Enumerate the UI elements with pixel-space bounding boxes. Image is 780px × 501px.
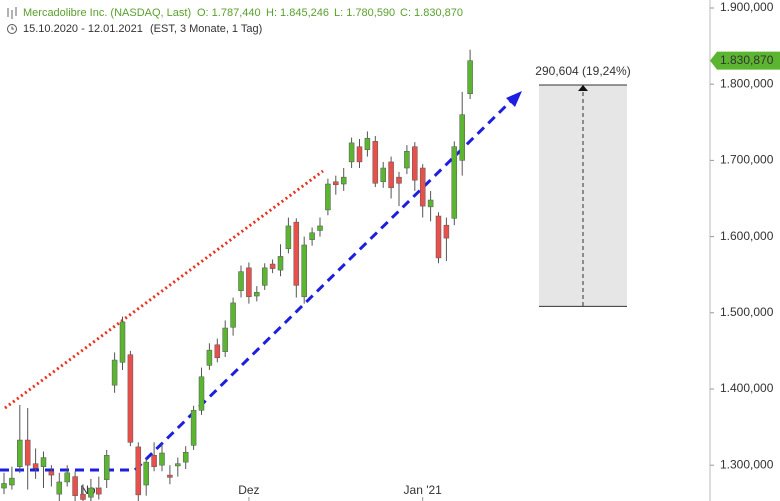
candle-body: [396, 176, 402, 184]
candle-body: [238, 271, 244, 291]
candle-body: [151, 455, 157, 467]
measure-box: [539, 84, 627, 307]
candle-body: [48, 471, 55, 476]
candle-body: [333, 181, 339, 186]
candle-body: [435, 215, 442, 259]
candle-body: [182, 451, 189, 463]
clock-hands: [11, 26, 14, 30]
candle-body: [32, 463, 39, 469]
measure-arrow: [578, 84, 588, 91]
y-tick-label: 1.300,000: [720, 457, 774, 471]
candle-body: [198, 376, 205, 411]
measure-label: 290,604 (19,24%): [535, 64, 630, 78]
candle-body: [419, 167, 426, 207]
quote-close: C: 1.830,870: [400, 7, 463, 19]
candle-body: [340, 176, 347, 185]
candle-body: [88, 487, 94, 498]
quote-open: O: 1.787,440: [197, 7, 261, 19]
candle-body: [269, 263, 276, 269]
candle-body: [96, 487, 102, 495]
y-tick-label: 1.800,000: [720, 76, 774, 90]
quote-high: H: 1.845,246: [266, 7, 329, 19]
candle-body: [159, 452, 165, 466]
candle-body: [9, 477, 15, 486]
candle-body: [80, 493, 86, 500]
quote-low: L: 1.780,590: [334, 7, 395, 19]
x-tick-label: Dez: [238, 483, 259, 497]
y-tick-label: 1.600,000: [720, 229, 774, 243]
candle-body: [190, 410, 197, 446]
candle-body: [412, 146, 418, 181]
candle-body: [143, 461, 149, 486]
candle-body: [206, 349, 213, 366]
y-tick-label: 1.900,000: [720, 0, 774, 14]
candle-body: [56, 481, 63, 495]
candle-body: [348, 142, 355, 163]
header-icon: [7, 7, 17, 19]
clock-icon: [7, 24, 17, 34]
candle-body: [380, 167, 386, 182]
y-tick-label: 1.400,000: [720, 381, 774, 395]
y-tick-label: 1.500,000: [720, 305, 774, 319]
candle-body: [459, 114, 465, 161]
candle-body: [254, 291, 260, 297]
candle-body: [1, 483, 7, 489]
period-note: (EST, 3 Monate, 1 Tag): [150, 23, 262, 35]
candle-body: [135, 446, 142, 496]
candle-body: [261, 267, 268, 286]
annotation-lines: [0, 91, 522, 472]
candle-body: [309, 232, 315, 240]
candle-body: [40, 457, 47, 467]
candle-body: [111, 359, 118, 386]
candle-body: [301, 244, 307, 298]
date-range: 15.10.2020 - 12.01.2021: [23, 23, 143, 35]
candle-body: [222, 327, 228, 352]
candle-body: [103, 455, 110, 480]
trend-line-upper: [4, 169, 324, 410]
candle-body: [246, 267, 252, 298]
candle-body: [325, 183, 331, 211]
candle-body: [443, 224, 450, 239]
chart-title: Mercadolibre Inc. (NASDAQ, Last): [23, 7, 191, 19]
x-tick-label: Jan '21: [404, 483, 443, 497]
candle-body: [293, 221, 300, 286]
last-price-label: 1.830,870: [720, 53, 774, 67]
candle-body: [175, 463, 181, 467]
candle-body: [72, 476, 78, 496]
candle-body: [427, 199, 434, 208]
candle-body: [17, 439, 23, 467]
last-price-tag: [710, 51, 780, 70]
candle-body: [167, 474, 173, 478]
candle-body: [64, 472, 70, 483]
candle-body: [317, 225, 323, 231]
candle-body: [127, 354, 134, 443]
candle-body: [277, 256, 284, 271]
candle-body: [364, 138, 371, 150]
candle-body: [24, 439, 31, 466]
trend-arrow-head: [506, 91, 522, 107]
candle-body: [230, 302, 236, 328]
candle-body: [285, 225, 292, 250]
candle-body: [388, 161, 394, 189]
candle-body: [356, 146, 363, 163]
trend-line-lower: [0, 98, 514, 472]
candle-body: [467, 60, 473, 95]
candle-body: [119, 321, 126, 363]
candle-body: [214, 344, 221, 358]
candle-body: [372, 141, 379, 184]
candle-body: [451, 146, 458, 219]
y-tick-label: 1.700,000: [720, 153, 774, 167]
candle-body: [404, 151, 410, 169]
